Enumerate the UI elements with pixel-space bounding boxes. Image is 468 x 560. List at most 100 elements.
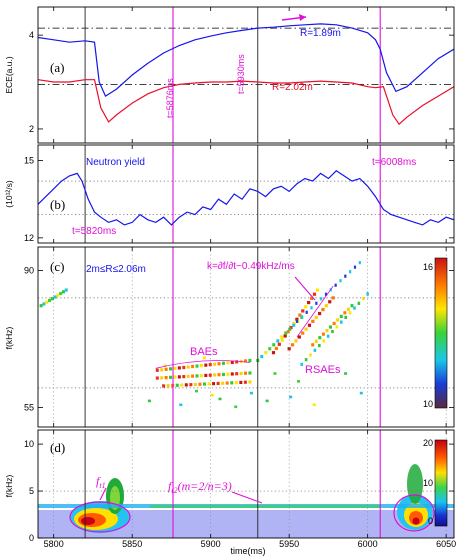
rsae-3-4: [325, 328, 329, 333]
panel-label-c: (c): [50, 259, 64, 274]
bae-2-11: [204, 373, 208, 378]
bae-2-12: [208, 373, 212, 377]
bae-1-17: [230, 360, 234, 364]
bae-2-21: [248, 371, 252, 375]
bae-2-6: [182, 375, 186, 379]
rsae-2-1: [290, 343, 295, 347]
ann-ft2: ft2(m=2/n=3): [168, 479, 232, 495]
rsae-5-2: [309, 353, 312, 357]
bae-2-1: [160, 376, 164, 380]
rsae-3-10: [346, 307, 350, 311]
panel-label-a: (a): [50, 60, 64, 75]
ytick-label-c-1: 90: [24, 265, 34, 275]
cbar-c-tick-1: 10: [423, 399, 433, 409]
bae-1-6: [182, 365, 186, 370]
bae-3-5: [184, 383, 188, 387]
rsae-4-6: [280, 335, 284, 339]
rsae-1-15: [315, 288, 320, 292]
rsae-2-6: [307, 323, 312, 327]
rsae-1-7: [292, 321, 296, 326]
xtick-label-1: 5850: [122, 539, 142, 549]
ann-ft1: ft1: [96, 474, 106, 490]
rsae-4-4: [272, 343, 276, 347]
bae-1-11: [204, 363, 208, 367]
bae-1-18: [235, 360, 239, 364]
bae-3-13: [221, 381, 225, 385]
spec-dot-12: [344, 372, 348, 375]
bae-2-0: [155, 376, 159, 380]
ytick-label-b-1: 15: [24, 155, 34, 165]
rsae-6-3: [310, 306, 313, 310]
ann-t5876: t=5876ms: [165, 78, 175, 118]
bae-1-12: [208, 363, 212, 367]
bae-2-5: [177, 375, 181, 379]
slope-arrow: [294, 276, 316, 301]
bae-3-11: [212, 382, 216, 386]
ann-slope: k=∂f/∂t~0.49kHz/ms: [207, 261, 295, 272]
rsae-2-0: [287, 347, 291, 351]
ylabel-c: f(kHz): [4, 327, 14, 350]
spec-dot-3: [234, 405, 238, 409]
bae-2-9: [195, 374, 199, 378]
rsae-4-7: [284, 331, 288, 335]
cbar-c-tick-0: 16: [423, 262, 433, 272]
xtick-label-5: 6050: [436, 539, 456, 549]
bae-1-10: [199, 364, 203, 368]
bae-3-3: [175, 383, 179, 387]
ytick-label-d-1: 5: [29, 486, 34, 496]
rsae-5-0: [300, 362, 304, 366]
xtick-label-4: 6000: [358, 539, 378, 549]
arrow-head: [299, 14, 306, 21]
bae-3-10: [207, 382, 211, 386]
bae-3-12: [216, 381, 220, 386]
rsae-6-5: [320, 297, 323, 301]
rsae-1-13: [309, 296, 314, 300]
spectrogram-c: [39, 261, 369, 409]
legend-r202: R=2.02m: [272, 82, 313, 93]
bae-2-4: [173, 375, 177, 379]
spec-dot-2: [210, 393, 214, 397]
ytick-label-c-0: 55: [24, 402, 34, 412]
bae-3-4: [180, 383, 184, 387]
cbar-d-tick-1: 10: [423, 478, 433, 488]
bae-1-9: [195, 364, 199, 368]
rsae-1-3: [280, 338, 284, 342]
rsae-3-0: [311, 343, 315, 347]
rsae-4-9: [292, 323, 296, 327]
rsae-2-3: [297, 335, 301, 339]
rsae-6-10: [344, 274, 347, 278]
bae-1-4: [173, 366, 177, 370]
bae-2-15: [221, 372, 225, 377]
bae-2-16: [226, 372, 230, 376]
ytick-label-a-1: 4: [29, 30, 34, 40]
series-group-a-1: [38, 79, 454, 126]
xtick-label-2: 5900: [201, 539, 221, 549]
bae-1-13: [213, 362, 217, 366]
bae-3-8: [198, 382, 202, 386]
bae-3-1: [166, 384, 170, 388]
bae-1-5: [177, 366, 181, 370]
rsae-2-9: [318, 311, 322, 316]
bae-2-20: [244, 371, 248, 375]
bae-3-17: [239, 380, 243, 385]
rsae-4-1: [260, 354, 264, 359]
rsae-5-13: [357, 301, 361, 305]
bae-1-3: [169, 367, 173, 371]
bae-2-19: [239, 371, 243, 376]
rsae-4-2: [264, 351, 268, 355]
spec-dot-5: [289, 395, 293, 399]
mode-left-7: [59, 291, 63, 296]
series-line-b-0: [38, 170, 454, 226]
bae-3-9: [202, 382, 206, 386]
bae-1-7: [186, 365, 190, 369]
bae-1-20: [244, 359, 248, 363]
legend-neutron: Neutron yield: [86, 157, 145, 168]
rsae-1-2: [277, 342, 281, 346]
rsae-1-1: [274, 346, 279, 351]
rsae-5-9: [339, 320, 343, 324]
rsae-2-13: [331, 296, 335, 300]
rsae-1-4: [283, 334, 287, 338]
rsae-5-8: [335, 325, 339, 329]
rsae-1-11: [304, 305, 308, 309]
spec-dot-4: [265, 399, 269, 403]
